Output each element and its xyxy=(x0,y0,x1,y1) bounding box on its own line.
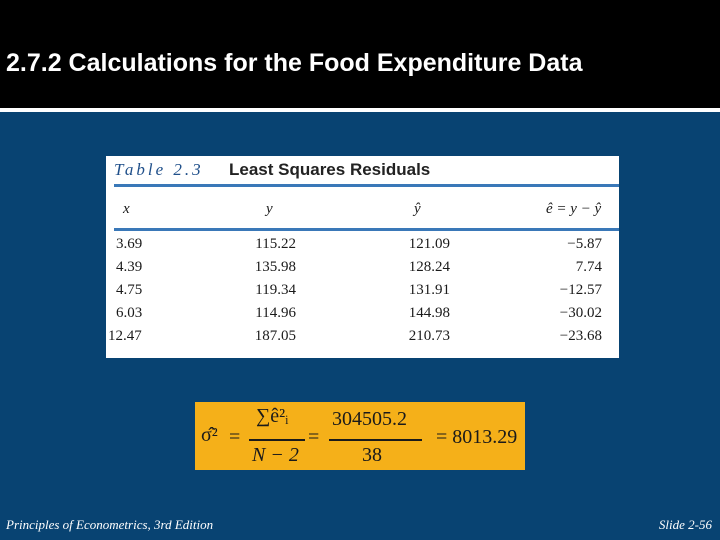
cell-y: 135.98 xyxy=(254,259,296,275)
equals-sign: = xyxy=(308,426,320,448)
table-row: 6.03 114.96 144.98 −30.02 xyxy=(106,305,619,328)
column-header-x: x xyxy=(123,201,130,217)
cell-x: 4.39 xyxy=(116,259,143,275)
sigma-hat-squared: σ̂² xyxy=(201,424,218,446)
cell-residual: −12.57 xyxy=(559,282,602,298)
cell-x: 3.69 xyxy=(116,236,143,252)
cell-yhat: 144.98 xyxy=(408,305,450,321)
column-header-y: y xyxy=(266,201,273,217)
cell-y: 114.96 xyxy=(255,305,296,321)
fraction-bar xyxy=(249,439,305,441)
cell-residual: −5.87 xyxy=(567,236,602,252)
cell-yhat: 128.24 xyxy=(408,259,450,275)
cell-x: 6.03 xyxy=(116,305,143,321)
cell-residual: −23.68 xyxy=(559,328,602,344)
cell-yhat: 131.91 xyxy=(408,282,450,298)
residuals-table: Table 2.3 Least Squares Residuals x y ŷ … xyxy=(106,156,619,358)
column-header-yhat: ŷ xyxy=(414,201,421,217)
equals-sign: = xyxy=(229,426,241,448)
slide-title: 2.7.2 Calculations for the Food Expendit… xyxy=(6,49,583,77)
formula-denominator: N − 2 xyxy=(252,444,299,466)
table-row: 3.69 115.22 121.09 −5.87 xyxy=(106,236,619,259)
table-row: 12.47 187.05 210.73 −23.68 xyxy=(106,328,619,351)
fraction-bar xyxy=(329,439,422,441)
cell-x: 4.75 xyxy=(116,282,143,298)
column-header-residual: ê = y − ŷ xyxy=(546,201,602,217)
variance-formula: σ̂² = ∑ê²ᵢ N − 2 = 304505.2 38 = 8013.29 xyxy=(195,402,525,470)
formula-numerator: ∑ê²ᵢ xyxy=(256,405,289,427)
cell-y: 187.05 xyxy=(254,328,296,344)
cell-yhat: 121.09 xyxy=(408,236,450,252)
footer-book-title: Principles of Econometrics, 3rd Edition xyxy=(6,517,214,532)
table-top-rule xyxy=(114,184,619,187)
denominator-value: 38 xyxy=(362,444,382,466)
cell-y: 119.34 xyxy=(255,282,296,298)
title-bar: 2.7.2 Calculations for the Food Expendit… xyxy=(0,0,720,112)
cell-x: 12.47 xyxy=(108,328,142,344)
table-heading: Least Squares Residuals xyxy=(229,160,431,179)
table-row: 4.39 135.98 128.24 7.74 xyxy=(106,259,619,282)
cell-y: 115.22 xyxy=(255,236,296,252)
cell-residual: 7.74 xyxy=(575,259,602,275)
numerator-value: 304505.2 xyxy=(332,408,407,430)
cell-yhat: 210.73 xyxy=(408,328,450,344)
table-row: 4.75 119.34 131.91 −12.57 xyxy=(106,282,619,305)
formula-result: = 8013.29 xyxy=(436,426,518,448)
cell-residual: −30.02 xyxy=(559,305,602,321)
table-header-rule xyxy=(114,228,619,231)
slide-number: Slide 2-56 xyxy=(658,517,712,532)
table-label: Table 2.3 xyxy=(114,160,204,179)
